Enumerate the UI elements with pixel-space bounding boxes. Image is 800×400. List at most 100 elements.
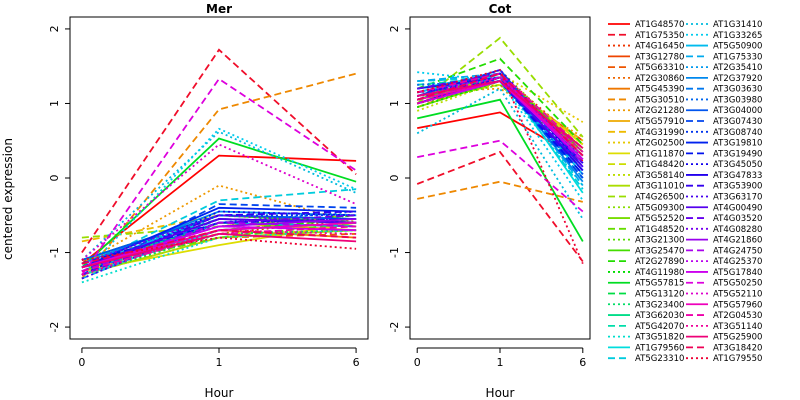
legend-item: AT4G08280 <box>686 225 762 235</box>
legend-item: AT3G07430 <box>686 117 762 127</box>
legend-label: AT3G19810 <box>713 139 762 149</box>
legend-item: AT5G52520 <box>608 214 684 224</box>
legend-label: AT4G25370 <box>713 257 762 267</box>
legend-label: AT3G12780 <box>635 52 684 62</box>
legend-item: AT2G35410 <box>686 63 762 73</box>
series-line-at1g79550 <box>81 236 357 261</box>
series-line-at4g08280 <box>81 214 357 265</box>
series-line-at5g50250 <box>417 139 584 213</box>
legend-label: AT3G47833 <box>713 171 762 181</box>
legend-label: AT5G45390 <box>635 85 684 95</box>
legend-label: AT2G35410 <box>713 63 762 73</box>
legend-label: AT4G16450 <box>635 42 684 52</box>
y-axis: -2 -1 0 1 2 <box>48 25 70 333</box>
x-tick-label: 1 <box>497 356 504 369</box>
y-tick-label: -2 <box>388 322 401 333</box>
legend-item: AT3G04000 <box>686 106 762 116</box>
legend-item: AT4G16450 <box>608 42 684 52</box>
legend-label: AT4G08280 <box>713 225 762 235</box>
series-line-at5g57815 <box>81 137 357 269</box>
y-tick-label: 2 <box>388 25 401 32</box>
series-line-at5g50250 <box>81 77 357 276</box>
legend-item: AT5G50250 <box>686 279 762 289</box>
legend-label: AT5G23310 <box>635 354 684 364</box>
legend-item: AT5G57815 <box>608 279 684 289</box>
series-line-at2g04530 <box>81 225 357 273</box>
legend-item: AT3G58140 <box>608 171 684 181</box>
x-tick-label: 6 <box>579 356 586 369</box>
legend-item: AT3G63170 <box>686 192 762 202</box>
legend: AT1G48570AT1G75350AT4G16450AT3G12780AT5G… <box>608 20 762 364</box>
legend-label: AT2G02500 <box>635 139 684 149</box>
series-line-at5g52110 <box>81 143 357 261</box>
legend-item: AT5G45390 <box>608 85 684 95</box>
y-axis: -2 -1 0 1 2 <box>388 25 410 333</box>
legend-item: AT5G57910 <box>608 117 684 127</box>
legend-item: AT2G21280 <box>608 106 684 116</box>
legend-item: AT4G21860 <box>686 236 762 246</box>
legend-label: AT4G24750 <box>713 246 762 256</box>
y-tick-label: 1 <box>48 100 61 107</box>
y-tick-label: 1 <box>388 100 401 107</box>
legend-label: AT2G30860 <box>635 74 684 84</box>
legend-label: AT4G00490 <box>713 203 762 213</box>
series-line-at1g31410 <box>416 87 584 220</box>
y-tick-label: 0 <box>48 175 61 182</box>
legend-label: AT1G79550 <box>713 354 762 364</box>
legend-item: AT3G62030 <box>608 311 684 321</box>
x-tick-label: 1 <box>216 356 223 369</box>
legend-item: AT5G09300 <box>608 203 684 213</box>
legend-item: AT4G26500 <box>608 192 684 202</box>
series-line-at5g30510 <box>81 72 357 280</box>
legend-label: AT4G31990 <box>635 128 684 138</box>
legend-item: AT4G24750 <box>686 246 762 256</box>
panel-title: Mer <box>206 2 232 16</box>
legend-label: AT3G21300 <box>635 236 684 246</box>
series-group <box>81 48 357 284</box>
x-axis: 0 1 6 <box>78 347 360 369</box>
y-tick-label: -1 <box>48 247 61 258</box>
legend-label: AT1G31410 <box>713 20 762 30</box>
legend-label: AT5G17840 <box>713 268 762 278</box>
legend-label: AT5G50250 <box>713 279 762 289</box>
legend-label: AT3G23400 <box>635 300 684 310</box>
x-tick-label: 0 <box>78 356 85 369</box>
legend-item: AT2G27890 <box>608 257 684 267</box>
series-line-at5g25900 <box>81 232 357 269</box>
legend-item: AT5G17840 <box>686 268 762 278</box>
legend-item: AT1G31410 <box>686 20 762 30</box>
legend-label: AT1G33265 <box>713 31 762 41</box>
legend-item: AT3G47833 <box>686 171 762 181</box>
legend-item: AT3G25470 <box>608 246 684 256</box>
legend-item: AT1G75330 <box>686 52 762 62</box>
legend-label: AT3G58140 <box>635 171 684 181</box>
plot-frame <box>409 16 591 340</box>
legend-label: AT2G27890 <box>635 257 684 267</box>
legend-item: AT3G08740 <box>686 128 762 138</box>
legend-item: AT1G79550 <box>686 354 762 364</box>
legend-item: AT4G31990 <box>608 128 684 138</box>
legend-label: AT4G03520 <box>713 214 762 224</box>
legend-item: AT5G50900 <box>686 42 762 52</box>
y-tick-label: 2 <box>48 25 61 32</box>
legend-label: AT3G18420 <box>713 343 762 353</box>
series-line-at2g04530 <box>417 72 584 149</box>
legend-label: AT2G21280 <box>635 106 684 116</box>
x-axis: 0 1 6 <box>414 347 586 369</box>
legend-item: AT3G21300 <box>608 236 684 246</box>
y-axis-label: centered expression <box>1 138 15 260</box>
legend-item: AT5G42070 <box>608 322 684 332</box>
legend-item: AT3G12780 <box>608 52 684 62</box>
legend-label: AT3G11010 <box>635 182 684 192</box>
legend-item: AT3G03630 <box>686 85 762 95</box>
legend-label: AT1G75350 <box>635 31 684 41</box>
legend-item: AT3G23400 <box>608 300 684 310</box>
series-line-at1g31410 <box>81 130 357 261</box>
panel-mer: Mer -2 -1 0 1 2 0 1 6 <box>48 2 369 369</box>
series-line-at5g57815 <box>417 98 584 242</box>
legend-label: AT5G57910 <box>635 117 684 127</box>
y-tick-label: -1 <box>388 247 401 258</box>
legend-label: AT3G03980 <box>713 95 762 105</box>
legend-label: AT3G53900 <box>713 182 762 192</box>
